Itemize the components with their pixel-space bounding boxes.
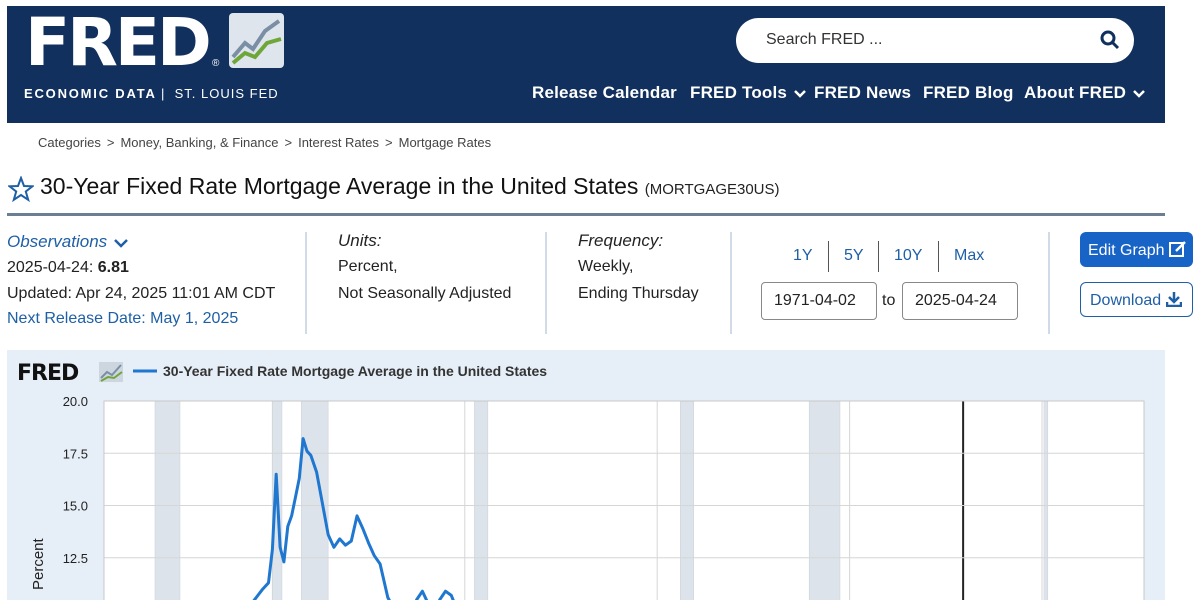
download-button[interactable]: Download (1080, 282, 1193, 317)
chart: FRED 30-Year Fixed Rate Mortgage Average… (17, 361, 1145, 600)
favorite-star-icon[interactable] (6, 175, 36, 207)
breadcrumb-money-banking[interactable]: Money, Banking, & Finance (120, 135, 279, 150)
breadcrumb-interest-rates[interactable]: Interest Rates (298, 135, 380, 150)
nav-fred-tools[interactable]: FRED Tools (690, 83, 806, 103)
chevron-down-icon (794, 89, 806, 98)
units-label: Units: (338, 231, 382, 250)
nav-fred-blog[interactable]: FRED Blog (923, 83, 1014, 102)
range-separator (878, 241, 879, 272)
y-tick-label: 15.0 (63, 499, 88, 514)
start-date-input[interactable]: 1971-04-02 (761, 282, 877, 320)
range-separator (938, 241, 939, 272)
recession-band (680, 400, 695, 600)
edit-icon (1168, 241, 1186, 257)
range-1y-button[interactable]: 1Y (793, 247, 813, 264)
page-title: 30-Year Fixed Rate Mortgage Average in t… (40, 173, 780, 200)
nav-about-fred[interactable]: About FRED (1024, 83, 1145, 103)
range-max-button[interactable]: Max (954, 247, 985, 264)
frequency-value: Weekly, (578, 258, 634, 275)
column-divider (1048, 232, 1050, 334)
nav-release-calendar[interactable]: Release Calendar (532, 83, 677, 102)
nav-fred-news[interactable]: FRED News (814, 83, 912, 102)
nav-about-fred-label: About FRED (1024, 83, 1127, 102)
observations-toggle[interactable]: Observations (7, 232, 128, 252)
recession-band (474, 400, 489, 600)
search-input[interactable]: Search FRED ... (766, 31, 883, 48)
chevron-down-icon (1133, 89, 1145, 98)
breadcrumb-separator: > (284, 135, 293, 150)
registered-mark: ® (212, 58, 220, 69)
units-adjustment: Not Seasonally Adjusted (338, 285, 512, 302)
series-title: 30-Year Fixed Rate Mortgage Average in t… (40, 173, 639, 199)
chart-logo-icon (99, 362, 123, 382)
observations-label: Observations (7, 232, 108, 251)
end-date-input[interactable]: 2025-04-24 (902, 282, 1018, 320)
fred-logo[interactable]: FRED (25, 4, 212, 81)
updated-timestamp: Updated: Apr 24, 2025 11:01 AM CDT (7, 285, 276, 302)
breadcrumb-categories[interactable]: Categories (38, 135, 101, 150)
y-tick-label: 20.0 (63, 394, 88, 409)
y-axis-label: Percent (30, 537, 47, 590)
chevron-down-icon (114, 238, 128, 248)
recession-band (1043, 400, 1049, 600)
download-icon (1165, 292, 1182, 308)
column-divider (545, 232, 547, 334)
frequency-label: Frequency: (578, 231, 664, 250)
column-divider (305, 232, 307, 334)
nav-fred-tools-label: FRED Tools (690, 83, 788, 102)
series-line (252, 437, 455, 600)
title-divider (7, 213, 1165, 216)
plot-border (103, 400, 1145, 600)
frequency-detail: Ending Thursday (578, 285, 699, 302)
edit-graph-button[interactable]: Edit Graph (1080, 232, 1193, 267)
chart-panel: FRED 30-Year Fixed Rate Mortgage Average… (7, 350, 1165, 600)
series-id: (MORTGAGE30US) (644, 181, 780, 198)
date-range-to-label: to (882, 292, 896, 309)
latest-date: 2025-04-24: (7, 259, 94, 276)
breadcrumb: Categories > Money, Banking, & Finance > Int… (38, 135, 491, 150)
recession-band (154, 400, 181, 600)
recession-band (300, 400, 329, 600)
search-icon[interactable] (1100, 30, 1120, 55)
fred-graph-logo-icon (229, 13, 284, 68)
tagline-economic-data: ECONOMIC DATA (24, 86, 157, 101)
y-tick-label: 12.5 (63, 551, 88, 566)
plot-area (104, 401, 1144, 600)
column-divider (730, 232, 732, 334)
recession-band (808, 400, 841, 600)
range-separator (828, 241, 829, 272)
range-5y-button[interactable]: 5Y (844, 247, 864, 264)
breadcrumb-separator: > (385, 135, 393, 150)
legend-label: 30-Year Fixed Rate Mortgage Average in t… (163, 363, 547, 379)
chart-fred-logo: FRED (17, 361, 79, 386)
tagline-separator: | (161, 86, 166, 101)
top-header-bar: FRED ® ECONOMIC DATA | ST. LOUIS FED Sea… (7, 6, 1165, 123)
range-10y-button[interactable]: 10Y (894, 247, 923, 264)
breadcrumb-mortgage-rates[interactable]: Mortgage Rates (398, 135, 492, 150)
latest-value: 6.81 (97, 259, 129, 276)
tagline-st-louis-fed-text: ST. LOUIS FED (174, 86, 279, 101)
y-tick-label: 17.5 (63, 446, 88, 461)
tagline-st-louis-fed: | ST. LOUIS FED (161, 86, 279, 101)
download-label: Download (1090, 292, 1162, 309)
breadcrumb-separator: > (106, 135, 115, 150)
next-release-link[interactable]: Next Release Date: May 1, 2025 (7, 310, 239, 327)
edit-graph-label: Edit Graph (1088, 242, 1165, 259)
search-box[interactable]: Search FRED ... (736, 18, 1134, 63)
units-value: Percent, (338, 258, 398, 275)
latest-observation: 2025-04-24: 6.81 (7, 259, 129, 277)
